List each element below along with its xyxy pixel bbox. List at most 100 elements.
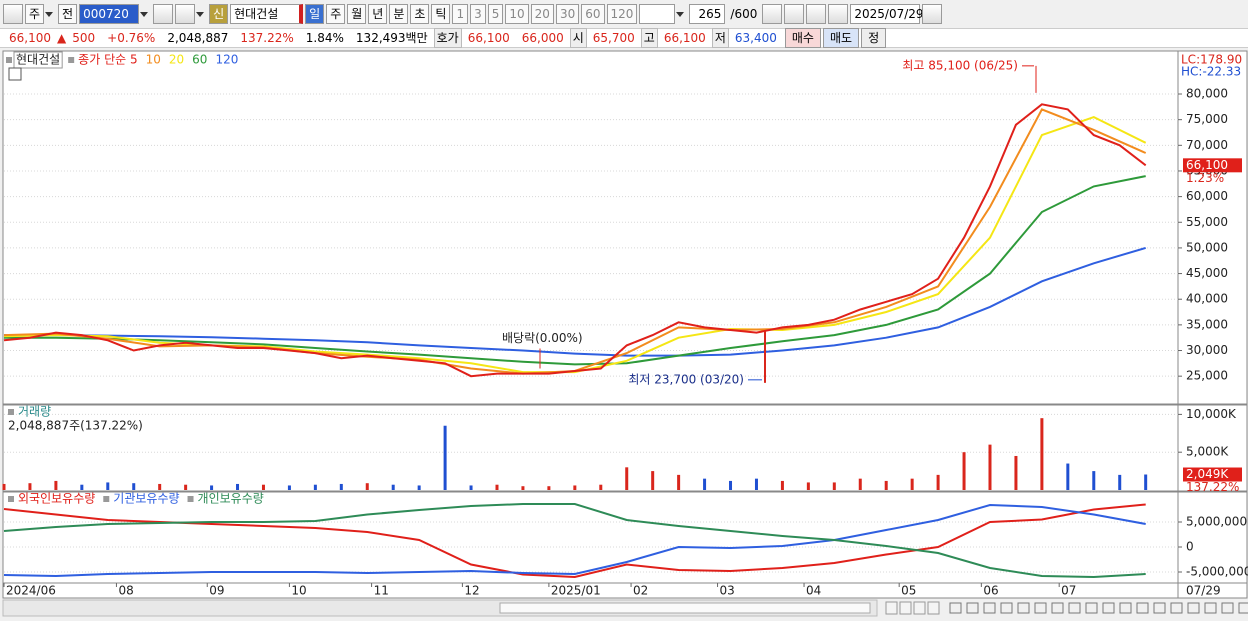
x-axis-band xyxy=(2,582,1248,599)
period-button[interactable]: 주 xyxy=(326,4,346,24)
low: 63,400 xyxy=(734,31,777,45)
tool-button[interactable] xyxy=(762,4,783,24)
legend-label: 외국인보유수량 xyxy=(18,492,95,506)
period-button[interactable]: 년 xyxy=(368,4,388,24)
tool-icon[interactable] xyxy=(1221,602,1234,614)
sell-button[interactable]: 매도 xyxy=(822,28,860,48)
market-select[interactable]: 주 xyxy=(25,4,45,24)
interval-select[interactable] xyxy=(639,4,676,24)
scroll-button[interactable] xyxy=(927,601,940,615)
dropdown-arrow[interactable] xyxy=(676,11,685,17)
period-button[interactable]: 분 xyxy=(389,4,409,24)
volume-bar xyxy=(651,471,655,490)
legend-label: 개인보유수량 xyxy=(198,492,264,506)
y-tick-label: 60,000 xyxy=(1186,189,1228,203)
interval-button[interactable]: 1 xyxy=(452,4,469,24)
period-button[interactable]: 일 xyxy=(305,4,325,24)
icon-button[interactable] xyxy=(3,4,23,24)
label: 고 xyxy=(640,28,658,48)
tool-icon[interactable] xyxy=(1034,602,1047,614)
all-button[interactable]: 전 xyxy=(58,4,78,24)
dropdown-arrow[interactable] xyxy=(140,11,149,17)
scroll-button[interactable] xyxy=(913,601,926,615)
x-tick-label: 11 xyxy=(374,584,389,598)
bar-count[interactable]: 265 xyxy=(689,4,726,24)
volume-ratio: 137.22% xyxy=(1186,480,1239,494)
legend-marker xyxy=(8,496,14,502)
open: 65,700 xyxy=(592,31,635,45)
y-tick-label: 55,000 xyxy=(1186,215,1228,229)
interval-button[interactable]: 20 xyxy=(530,4,554,24)
tool-icon[interactable] xyxy=(1051,602,1064,614)
tool-button[interactable] xyxy=(828,4,849,24)
volume-ratio: 137.22% xyxy=(240,31,294,45)
volume-bar xyxy=(884,480,888,490)
last-change: 1.23% xyxy=(1186,171,1224,185)
y-tick-label: -5,000,000 xyxy=(1186,565,1248,579)
sound-button[interactable] xyxy=(175,4,196,24)
tool-icon[interactable] xyxy=(1017,602,1030,614)
tool-icon[interactable] xyxy=(1204,602,1217,614)
dropdown-arrow[interactable] xyxy=(196,11,205,17)
tool-button[interactable] xyxy=(784,4,805,24)
volume-bar xyxy=(391,484,395,490)
interval-button[interactable]: 5 xyxy=(487,4,504,24)
tool-button[interactable] xyxy=(806,4,827,24)
stock-name[interactable]: 현대건설 xyxy=(230,4,304,24)
volume-bar xyxy=(236,483,240,490)
volume-bar xyxy=(28,483,32,490)
tool-icon[interactable] xyxy=(1187,602,1200,614)
tool-icon[interactable] xyxy=(1085,602,1098,614)
date-input[interactable]: 2025/07/29 xyxy=(850,4,924,24)
period-button[interactable]: 틱 xyxy=(431,4,451,24)
interval-button[interactable]: 120 xyxy=(606,4,638,24)
quote-bar: 66,100 ▲ 500 +0.76% 2,048,887 137.22% 1.84% 132… xyxy=(0,28,1248,48)
tool-icon[interactable] xyxy=(983,602,996,614)
volume-bar xyxy=(521,486,525,490)
settings-button[interactable] xyxy=(922,4,943,24)
interval-button[interactable]: 60 xyxy=(581,4,605,24)
volume-bar xyxy=(313,484,317,490)
y-tick-label: 5,000,000 xyxy=(1186,515,1247,529)
dropdown-arrow[interactable] xyxy=(45,11,54,17)
x-tick-label: 03 xyxy=(720,584,735,598)
y-tick-label: 30,000 xyxy=(1186,343,1228,357)
tool-icon[interactable] xyxy=(1238,602,1248,614)
volume-bar xyxy=(547,486,551,490)
tool-icon[interactable] xyxy=(949,602,962,614)
tool-icon[interactable] xyxy=(1000,602,1013,614)
volume-bar xyxy=(469,485,473,490)
buy-button[interactable]: 매수 xyxy=(784,28,821,48)
tool-icon[interactable] xyxy=(1136,602,1149,614)
label: 저 xyxy=(711,28,729,48)
volume-bar xyxy=(80,484,84,490)
volume-bar xyxy=(1118,474,1122,490)
interval-button[interactable]: 3 xyxy=(470,4,486,24)
volume-pane xyxy=(2,404,1248,492)
tool-icon[interactable] xyxy=(1119,602,1132,614)
search-button[interactable] xyxy=(153,4,174,24)
tool-icon[interactable] xyxy=(966,602,979,614)
tool-icon[interactable] xyxy=(1102,602,1115,614)
annotation: 최저 23,700 (03/20) xyxy=(628,372,744,386)
scroll-button[interactable] xyxy=(885,601,898,615)
interval-button[interactable]: 30 xyxy=(555,4,580,24)
annotation: 배당락(0.00%) xyxy=(502,331,583,345)
extra-button[interactable]: 정 xyxy=(861,28,887,48)
volume-bar xyxy=(858,478,862,490)
tool-icon[interactable] xyxy=(1153,602,1166,614)
volume-bar xyxy=(210,485,214,490)
high: 66,100 xyxy=(663,31,706,45)
scroll-button[interactable] xyxy=(899,601,912,615)
tool-icon[interactable] xyxy=(1068,602,1081,614)
price: 66,100 xyxy=(9,31,51,45)
volume-subtitle: 2,048,887주(137.22%) xyxy=(8,419,143,433)
period-button[interactable]: 초 xyxy=(410,4,430,24)
volume-bar xyxy=(339,483,343,490)
code-input[interactable]: 000720 xyxy=(79,4,140,24)
volume-bar xyxy=(417,485,421,490)
period-button[interactable]: 월 xyxy=(347,4,367,24)
series-line xyxy=(3,503,1146,578)
tool-icon[interactable] xyxy=(1170,602,1183,614)
interval-button[interactable]: 10 xyxy=(505,4,529,24)
